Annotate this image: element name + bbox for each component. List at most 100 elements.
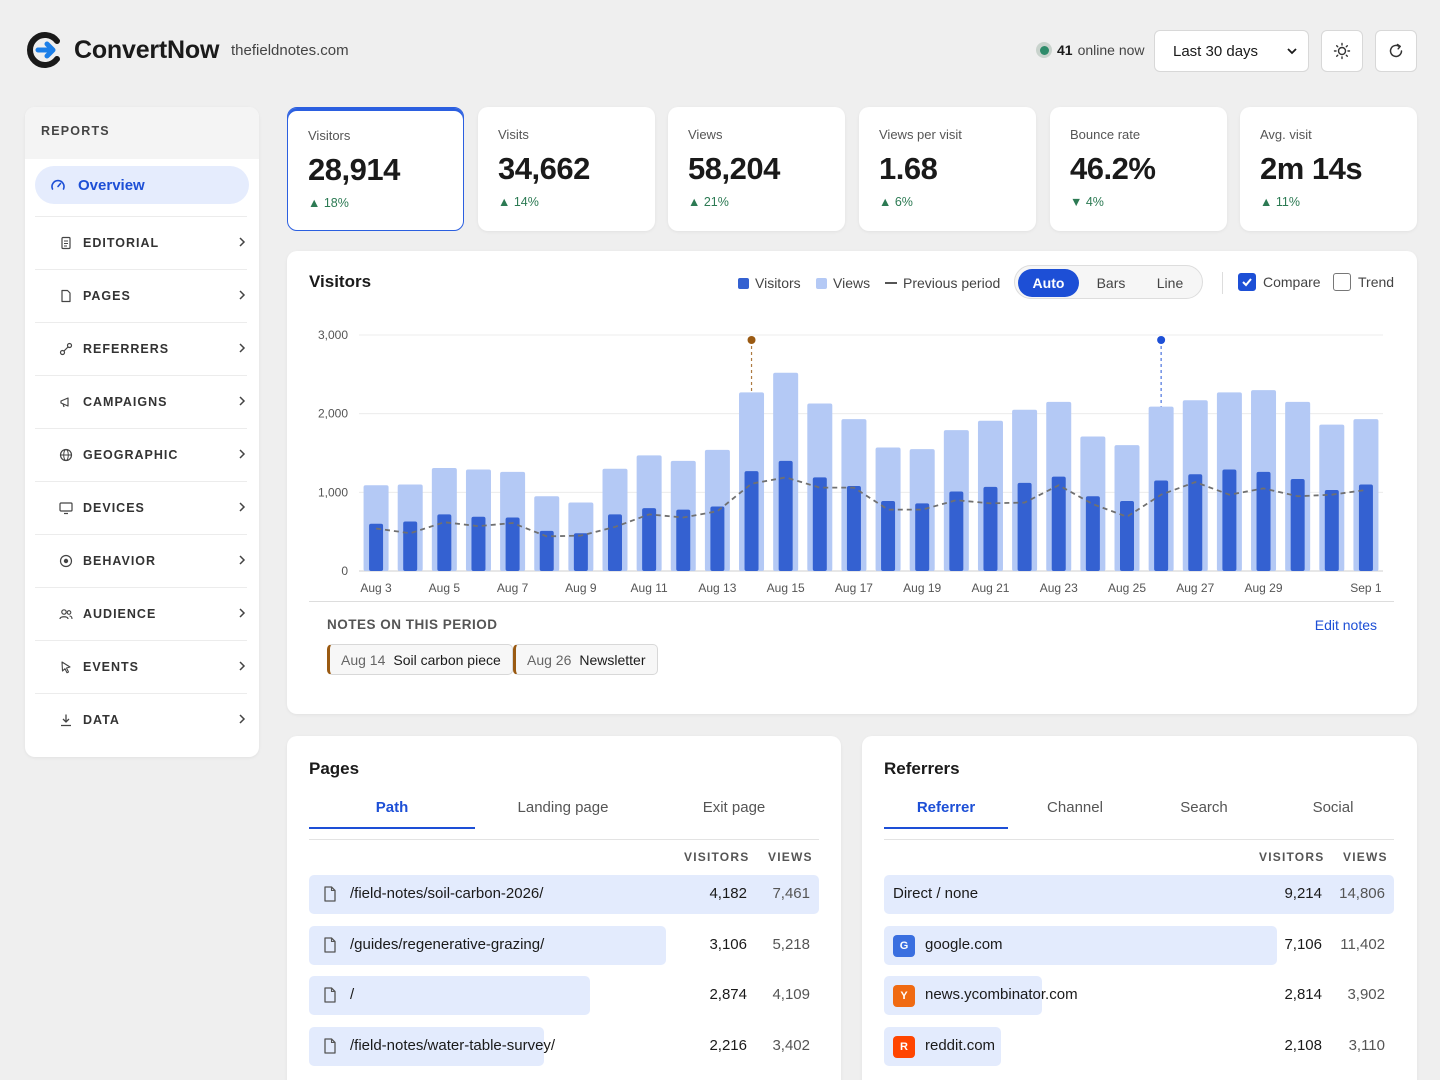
online-label: online now bbox=[1077, 42, 1145, 58]
kpi-card-views[interactable]: Views 58,204 ▲ 21% bbox=[668, 107, 845, 231]
tab-landing-page[interactable]: Landing page bbox=[517, 799, 609, 816]
share-bar bbox=[884, 925, 1277, 965]
referrers-card: Referrers Referrer Channel Search Social… bbox=[862, 736, 1417, 1080]
note-text: Newsletter bbox=[579, 651, 646, 668]
referrers-title: Referrers bbox=[884, 759, 960, 778]
sidebar-item-data[interactable]: DATA bbox=[35, 693, 247, 746]
row-views: 4,109 bbox=[772, 986, 810, 1003]
table-row[interactable]: /guides/regenerative-grazing/ 3,106 5,21… bbox=[309, 925, 819, 966]
sidebar-item-label: Overview bbox=[78, 176, 145, 194]
visitors-bar bbox=[983, 486, 998, 571]
edit-notes-link[interactable]: Edit notes bbox=[1314, 617, 1377, 633]
convertnow-logo-icon[interactable] bbox=[26, 31, 62, 69]
tab-exit-page[interactable]: Exit page bbox=[702, 799, 766, 816]
sidebar-item-label: DATA bbox=[83, 713, 120, 727]
kpi-label: Views per visit bbox=[879, 127, 962, 142]
legend-visitors[interactable]: Visitors bbox=[738, 275, 801, 291]
kpi-card-visitors[interactable]: Visitors 28,914 ▲ 18% bbox=[287, 107, 464, 231]
tab-path[interactable]: Path bbox=[309, 799, 475, 829]
file-icon bbox=[324, 886, 336, 902]
kpi-card-views-per-visit[interactable]: Views per visit 1.68 ▲ 6% bbox=[859, 107, 1036, 231]
table-row[interactable]: /field-notes/water-table-survey/ 2,216 3… bbox=[309, 1026, 819, 1067]
sidebar-item-overview[interactable]: Overview bbox=[35, 166, 249, 204]
table-row[interactable]: R reddit.com 2,108 3,110 bbox=[884, 1026, 1394, 1067]
x-tick-label: Aug 21 bbox=[971, 581, 1009, 595]
x-tick-label: Aug 13 bbox=[698, 581, 736, 595]
trend-checkbox[interactable]: Trend bbox=[1333, 273, 1394, 291]
note-chip[interactable]: Aug 14 Soil carbon piece bbox=[327, 644, 513, 675]
row-name: google.com bbox=[925, 935, 1003, 953]
table-row[interactable]: /field-notes/soil-carbon-2026/ 4,182 7,4… bbox=[309, 875, 819, 915]
x-tick-label: Aug 27 bbox=[1176, 581, 1214, 595]
note-text: Soil carbon piece bbox=[393, 651, 501, 668]
mode-auto-button[interactable]: Auto bbox=[1018, 269, 1079, 297]
legend-swatch-visitors bbox=[738, 277, 749, 289]
legend-swatch-previous bbox=[885, 282, 897, 284]
sidebar-item-referrers[interactable]: REFERRERS bbox=[35, 322, 247, 375]
mode-line-button[interactable]: Line bbox=[1156, 275, 1184, 291]
tab-channel[interactable]: Channel bbox=[1047, 799, 1103, 816]
sidebar-item-editorial[interactable]: EDITORIAL bbox=[35, 216, 247, 269]
sidebar-item-audience[interactable]: AUDIENCE bbox=[35, 587, 247, 640]
tab-referrer[interactable]: Referrer bbox=[884, 799, 1008, 829]
sidebar-item-behavior[interactable]: BEHAVIOR bbox=[35, 534, 247, 587]
sidebar-item-campaigns[interactable]: CAMPAIGNS bbox=[35, 375, 247, 428]
legend-previous[interactable]: Previous period bbox=[885, 275, 1000, 291]
kpi-change: ▲ 21% bbox=[688, 195, 729, 209]
legend-views[interactable]: Views bbox=[816, 275, 870, 291]
row-views: 14,806 bbox=[1339, 885, 1385, 902]
col-header-views[interactable]: VIEWS bbox=[768, 850, 813, 864]
row-views: 5,218 bbox=[772, 935, 810, 953]
pages-title: Pages bbox=[309, 759, 360, 778]
app-header: ConvertNow thefieldnotes.com 41 online n… bbox=[0, 0, 1440, 100]
row-visitors: 2,108 bbox=[1284, 1036, 1322, 1054]
row-views: 3,110 bbox=[1348, 1036, 1385, 1054]
note-chip[interactable]: Aug 26 Newsletter bbox=[513, 644, 658, 675]
row-name: Direct / none bbox=[893, 885, 979, 902]
previous-period-line bbox=[375, 476, 1367, 538]
row-views: 7,461 bbox=[772, 885, 810, 902]
x-tick-label: Aug 5 bbox=[429, 581, 461, 595]
online-dot-icon bbox=[1036, 42, 1052, 58]
sidebar-item-pages[interactable]: PAGES bbox=[35, 269, 247, 322]
compare-checkbox[interactable]: Compare bbox=[1238, 273, 1321, 291]
x-tick-label: Aug 23 bbox=[1040, 581, 1078, 595]
share-bar bbox=[884, 875, 1394, 914]
visitors-chart: 0 1,000 2,000 3,000 Aug 3 Aug 5 Aug 7 Aug 9 Aug … bbox=[318, 328, 1383, 595]
table-row[interactable]: Direct / none 9,214 14,806 bbox=[884, 875, 1394, 915]
row-visitors: 4,182 bbox=[709, 885, 747, 902]
kpi-label: Bounce rate bbox=[1070, 127, 1141, 142]
col-header-visitors[interactable]: VISITORS bbox=[1259, 850, 1325, 864]
reports-sidebar: REPORTS Overview EDITORIAL PAGES REFERRE… bbox=[25, 107, 259, 757]
visitors-bar bbox=[881, 500, 896, 571]
theme-toggle-button[interactable] bbox=[1321, 30, 1363, 72]
table-row[interactable]: G google.com 7,106 11,402 bbox=[884, 925, 1394, 966]
kpi-card-avg-visit[interactable]: Avg. visit 2m 14s ▲ 11% bbox=[1240, 107, 1417, 231]
kpi-card-bounce-rate[interactable]: Bounce rate 46.2% ▼ 4% bbox=[1050, 107, 1227, 231]
notes-divider bbox=[309, 601, 1394, 602]
refresh-button[interactable] bbox=[1375, 30, 1417, 72]
sidebar-item-events[interactable]: EVENTS bbox=[35, 640, 247, 693]
sidebar-item-geographic[interactable]: GEOGRAPHIC bbox=[35, 428, 247, 481]
kpi-card-visits[interactable]: Visits 34,662 ▲ 14% bbox=[478, 107, 655, 231]
chevron-right-icon bbox=[239, 290, 246, 300]
table-row[interactable]: / 2,874 4,109 bbox=[309, 976, 819, 1016]
brand-name[interactable]: ConvertNow bbox=[74, 36, 220, 64]
kpi-label: Visits bbox=[498, 127, 529, 142]
table-row[interactable]: Y news.ycombinator.com 2,814 3,902 bbox=[884, 976, 1394, 1016]
visitors-bar bbox=[437, 514, 452, 571]
visitors-bar bbox=[573, 533, 588, 571]
visitors-bar bbox=[1256, 471, 1271, 571]
visitors-bar bbox=[710, 506, 725, 571]
sidebar-item-label: PAGES bbox=[83, 289, 131, 303]
tab-search[interactable]: Search bbox=[1180, 799, 1228, 816]
trend-label: Trend bbox=[1358, 274, 1395, 290]
tab-social[interactable]: Social bbox=[1312, 799, 1354, 816]
col-header-views[interactable]: VIEWS bbox=[1343, 850, 1388, 864]
date-range-select[interactable]: Last 30 days bbox=[1154, 30, 1309, 72]
col-header-visitors[interactable]: VISITORS bbox=[684, 850, 750, 864]
mode-bars-button[interactable]: Bars bbox=[1096, 275, 1126, 291]
visitors-bar bbox=[1324, 489, 1339, 571]
kpi-change: ▲ 18% bbox=[308, 196, 349, 210]
sidebar-item-devices[interactable]: DEVICES bbox=[35, 481, 247, 534]
